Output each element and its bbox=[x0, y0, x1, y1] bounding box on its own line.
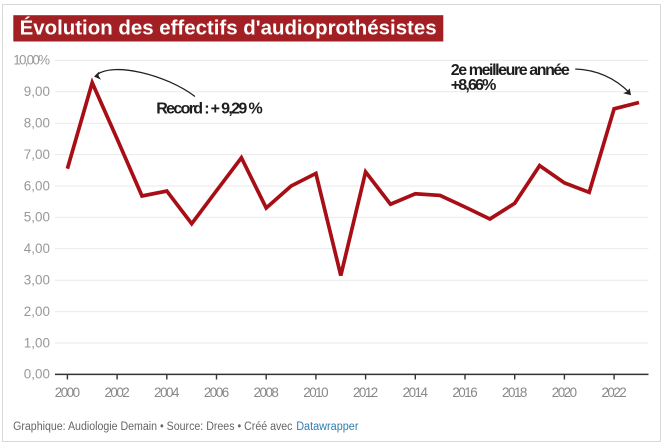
svg-text:+8,66%: +8,66% bbox=[451, 77, 497, 94]
svg-text:2012: 2012 bbox=[353, 385, 378, 400]
svg-text:9,00: 9,00 bbox=[24, 84, 50, 99]
svg-text:2018: 2018 bbox=[502, 385, 527, 400]
svg-text:Évolution des effectifs d'audi: Évolution des effectifs d'audioprothésis… bbox=[20, 17, 437, 40]
svg-text:2020: 2020 bbox=[552, 385, 577, 400]
svg-text:2010: 2010 bbox=[303, 385, 328, 400]
svg-text:0,00: 0,00 bbox=[24, 367, 50, 382]
svg-text:5,00: 5,00 bbox=[24, 210, 50, 225]
svg-text:Record : + 9,29 %: Record : + 9,29 % bbox=[156, 100, 263, 117]
svg-text:Datawrapper: Datawrapper bbox=[296, 421, 358, 433]
svg-text:2004: 2004 bbox=[154, 385, 180, 400]
svg-text:10,00%: 10,00% bbox=[13, 53, 50, 68]
svg-text:1,00: 1,00 bbox=[24, 335, 50, 350]
svg-text:2022: 2022 bbox=[601, 385, 626, 400]
svg-text:3,00: 3,00 bbox=[24, 273, 50, 288]
svg-text:2014: 2014 bbox=[403, 385, 429, 400]
svg-text:8,00: 8,00 bbox=[24, 116, 50, 131]
svg-text:6,00: 6,00 bbox=[24, 178, 50, 193]
svg-text:2000: 2000 bbox=[55, 385, 80, 400]
svg-text:7,00: 7,00 bbox=[24, 147, 50, 162]
svg-text:Graphique: Audiologie Demain •: Graphique: Audiologie Demain • Source: D… bbox=[13, 421, 293, 433]
svg-text:2016: 2016 bbox=[452, 385, 477, 400]
svg-text:2002: 2002 bbox=[104, 385, 129, 400]
svg-text:2e meilleure année: 2e meilleure année bbox=[451, 62, 570, 79]
svg-text:4,00: 4,00 bbox=[24, 241, 50, 256]
svg-text:2008: 2008 bbox=[254, 385, 279, 400]
svg-text:2,00: 2,00 bbox=[24, 304, 50, 319]
svg-text:2006: 2006 bbox=[204, 385, 229, 400]
